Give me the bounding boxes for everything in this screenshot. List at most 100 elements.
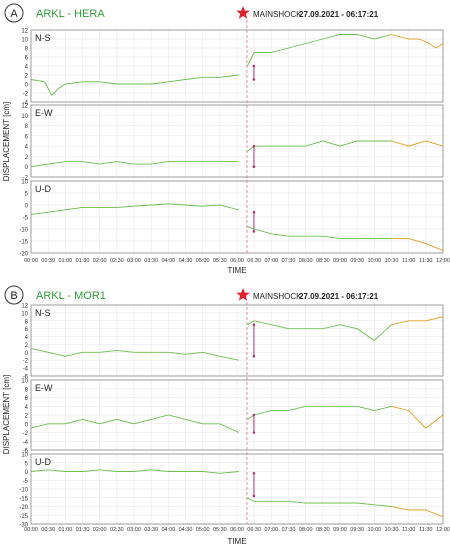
series-line <box>247 320 392 342</box>
x-tick-label: 04:00 <box>161 527 175 533</box>
component-label: U-D <box>35 457 51 467</box>
series-line <box>30 347 239 361</box>
x-tick-label: 05:00 <box>196 258 210 264</box>
x-tick-label: 09:00 <box>333 527 347 533</box>
offset-arrow-end <box>252 354 256 358</box>
x-tick-label: 07:00 <box>264 258 278 264</box>
x-tick-label: 08:30 <box>316 527 330 533</box>
mainshock-label: MAINSHOCK <box>253 292 302 301</box>
y-tick-label: 12 <box>21 29 28 35</box>
series-line <box>30 74 239 97</box>
x-tick-label: 09:30 <box>350 258 364 264</box>
y-tick-label: 5 <box>25 192 29 198</box>
component-label: E-W <box>35 383 53 393</box>
offset-arrow-end <box>252 413 256 417</box>
y-tick-label: 10 <box>21 180 28 186</box>
series-line <box>247 497 392 507</box>
x-tick-label: 01:00 <box>58 258 72 264</box>
x-tick-label: 07:30 <box>282 527 296 533</box>
y-tick-label: -15 <box>19 240 28 246</box>
mainshock-label: MAINSHOCK <box>253 10 302 19</box>
y-tick-label: -10 <box>19 228 28 234</box>
series-line <box>247 140 392 152</box>
x-tick-label: 03:00 <box>127 527 141 533</box>
offset-arrow-end <box>252 230 256 233</box>
y-tick-label: -30 <box>19 523 28 529</box>
x-tick-label: 00:30 <box>41 527 55 533</box>
station-label: ARKL - HERA <box>36 8 105 20</box>
y-tick-label: -2 <box>23 176 29 182</box>
component-label: N-S <box>35 308 51 318</box>
series-line <box>247 226 392 240</box>
x-tick-label: 07:30 <box>282 258 296 264</box>
y-tick-label: 2 <box>25 414 29 420</box>
y-tick-label: 6 <box>25 327 29 333</box>
y-tick-label: -4 <box>23 101 29 107</box>
x-tick-label: 04:30 <box>179 258 193 264</box>
y-tick-label: -4 <box>23 440 29 446</box>
y-tick-label: 4 <box>25 405 29 411</box>
x-tick-label: 01:00 <box>58 527 72 533</box>
x-tick-label: 06:00 <box>230 527 244 533</box>
x-tick-label: 10:00 <box>367 258 381 264</box>
y-axis-label: DISPLACEMENT [cm] <box>2 375 11 454</box>
panel-letter-circle <box>4 3 24 23</box>
panel-letter: B <box>10 290 17 302</box>
y-tick-label: -15 <box>19 496 28 502</box>
series-line <box>30 161 239 168</box>
x-tick-label: 11:30 <box>419 258 432 264</box>
x-tick-label: 09:30 <box>350 527 364 533</box>
x-axis-label: TIME <box>227 266 246 275</box>
station-label: ARKL - MOR1 <box>36 290 106 302</box>
offset-arrow-end <box>252 78 256 81</box>
mainshock-time: 27.09.2021 - 06:17:21 <box>299 292 379 301</box>
x-tick-label: 02:00 <box>93 258 107 264</box>
y-tick-label: 2 <box>25 343 29 349</box>
offset-arrow-end <box>252 323 256 327</box>
x-tick-label: 10:30 <box>385 258 399 264</box>
y-tick-label: 0 <box>25 422 29 428</box>
y-tick-label: 8 <box>25 387 29 393</box>
y-tick-label: -4 <box>23 367 29 373</box>
series-line <box>246 34 392 67</box>
y-tick-label: 5 <box>25 461 29 467</box>
series-line-late <box>391 34 444 49</box>
y-tick-label: 6 <box>25 134 29 140</box>
x-tick-label: 00:00 <box>24 527 38 533</box>
offset-arrow-end <box>252 165 256 169</box>
x-tick-label: 12:00 <box>436 527 450 533</box>
y-tick-label: 0 <box>25 351 29 357</box>
x-tick-label: 02:30 <box>110 527 124 533</box>
y-axis-label: DISPLACEMENT [cm] <box>2 102 11 181</box>
x-tick-label: 01:30 <box>76 258 90 264</box>
component-label: U-D <box>35 184 51 194</box>
y-tick-label: 8 <box>25 47 29 53</box>
y-tick-label: 6 <box>25 56 29 62</box>
subplot-frame <box>30 180 444 254</box>
series-line <box>247 405 392 420</box>
y-tick-label: 12 <box>21 104 28 110</box>
y-tick-label: -5 <box>23 216 29 222</box>
x-axis-label: TIME <box>227 537 246 546</box>
y-tick-label: 8 <box>25 124 29 130</box>
series-line-late <box>391 405 444 429</box>
subplot-E-W: -2 0 2 4 6 8 10 12 E-W <box>21 104 444 182</box>
offset-arrow-end <box>252 144 256 148</box>
y-tick-label: 2 <box>25 155 29 161</box>
y-tick-label: 10 <box>21 379 28 385</box>
subplot-U-D: -30 -25 -20 -15 -10 -5 0 5 10 U-D <box>19 453 444 529</box>
y-tick-label: 10 <box>21 453 28 459</box>
y-tick-label: 0 <box>25 165 29 171</box>
y-tick-label: -20 <box>19 252 28 258</box>
mainshock-time: 27.09.2021 - 06:17:21 <box>299 10 379 19</box>
x-tick-label: 07:00 <box>264 527 278 533</box>
offset-arrow-end <box>252 494 256 498</box>
y-tick-label: 6 <box>25 396 29 402</box>
x-tick-label: 02:30 <box>110 258 124 264</box>
component-label: N-S <box>35 33 51 43</box>
x-tick-label: 00:30 <box>41 258 55 264</box>
